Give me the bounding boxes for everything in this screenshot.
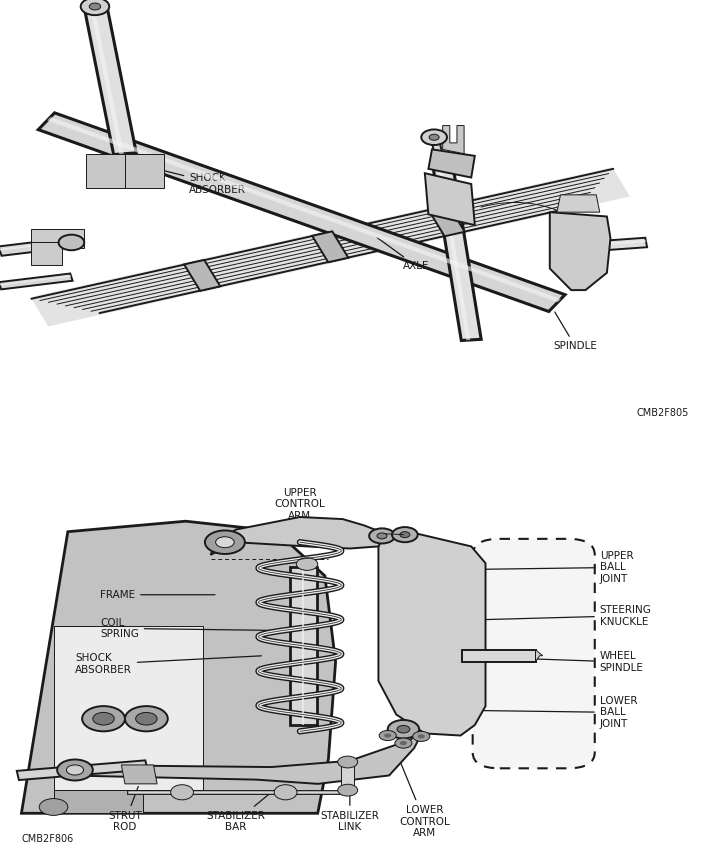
Polygon shape <box>64 723 427 784</box>
Text: CMB2F806: CMB2F806 <box>21 834 74 844</box>
Circle shape <box>57 760 93 780</box>
Text: LOWER
BALL
JOINT: LOWER BALL JOINT <box>466 696 638 729</box>
Polygon shape <box>16 761 148 780</box>
Polygon shape <box>86 1 101 12</box>
Text: SHOCK
ABSORBER: SHOCK ABSORBER <box>142 166 246 194</box>
Circle shape <box>392 527 418 543</box>
Polygon shape <box>31 167 630 326</box>
Polygon shape <box>428 205 465 236</box>
Polygon shape <box>443 126 464 154</box>
Polygon shape <box>432 140 444 165</box>
Circle shape <box>400 741 407 745</box>
Text: SPINDLE: SPINDLE <box>553 312 597 351</box>
Circle shape <box>93 712 114 725</box>
Circle shape <box>66 765 84 775</box>
Circle shape <box>369 528 395 543</box>
Polygon shape <box>47 117 561 302</box>
Polygon shape <box>91 11 124 155</box>
Circle shape <box>216 537 234 548</box>
Polygon shape <box>0 275 71 285</box>
Polygon shape <box>438 165 471 340</box>
Text: STEERING
KNUCKLE: STEERING KNUCKLE <box>474 605 652 627</box>
Polygon shape <box>378 530 486 735</box>
Polygon shape <box>211 517 386 555</box>
FancyBboxPatch shape <box>31 242 62 265</box>
Circle shape <box>418 734 425 739</box>
Polygon shape <box>462 649 536 661</box>
Circle shape <box>338 784 358 796</box>
Polygon shape <box>536 649 543 661</box>
Circle shape <box>413 731 430 741</box>
Polygon shape <box>121 765 157 784</box>
Text: STABILIZER
BAR: STABILIZER BAR <box>206 794 269 833</box>
Polygon shape <box>0 273 73 290</box>
Polygon shape <box>86 154 125 188</box>
Polygon shape <box>184 260 221 291</box>
Polygon shape <box>39 113 565 312</box>
Text: COIL
SPRING: COIL SPRING <box>100 617 276 639</box>
Circle shape <box>397 725 410 733</box>
Polygon shape <box>341 761 354 788</box>
Text: AXLE: AXLE <box>377 238 430 272</box>
FancyBboxPatch shape <box>31 228 84 248</box>
Circle shape <box>125 706 168 731</box>
Polygon shape <box>585 240 646 246</box>
Polygon shape <box>125 154 164 188</box>
Polygon shape <box>425 173 475 225</box>
Polygon shape <box>428 149 475 177</box>
Circle shape <box>136 712 157 725</box>
Polygon shape <box>21 790 143 813</box>
Text: LOWER
CONTROL
ARM: LOWER CONTROL ARM <box>399 763 451 838</box>
Polygon shape <box>585 238 647 251</box>
Polygon shape <box>0 240 71 250</box>
Polygon shape <box>550 212 610 290</box>
Text: STRUT
ROD: STRUT ROD <box>108 786 142 833</box>
Circle shape <box>384 734 391 738</box>
Circle shape <box>421 129 447 145</box>
Circle shape <box>89 3 101 10</box>
Polygon shape <box>21 521 336 813</box>
FancyBboxPatch shape <box>473 539 595 768</box>
Circle shape <box>377 533 387 539</box>
Polygon shape <box>89 3 96 11</box>
Polygon shape <box>54 627 203 790</box>
Polygon shape <box>312 232 348 262</box>
Polygon shape <box>290 567 317 725</box>
Circle shape <box>395 738 412 748</box>
Polygon shape <box>85 10 136 155</box>
Text: FRAME: FRAME <box>100 590 215 599</box>
Circle shape <box>388 720 419 739</box>
Circle shape <box>429 134 439 140</box>
Text: CMB2F805: CMB2F805 <box>637 408 689 418</box>
Circle shape <box>39 799 68 815</box>
Text: STABILIZER
LINK: STABILIZER LINK <box>321 790 379 833</box>
Circle shape <box>82 706 125 731</box>
Circle shape <box>296 558 318 571</box>
Text: UPPER
BALL
JOINT: UPPER BALL JOINT <box>467 551 633 584</box>
Circle shape <box>400 531 410 537</box>
Text: UPPER
CONTROL
ARM: UPPER CONTROL ARM <box>274 488 326 544</box>
Text: WHEEL
SPINDLE: WHEEL SPINDLE <box>503 651 643 672</box>
Polygon shape <box>433 141 440 165</box>
Circle shape <box>205 531 245 554</box>
Polygon shape <box>557 195 600 212</box>
Circle shape <box>338 756 358 767</box>
Polygon shape <box>433 164 481 340</box>
Ellipse shape <box>171 784 193 800</box>
Ellipse shape <box>274 784 297 800</box>
Polygon shape <box>0 238 73 256</box>
Circle shape <box>379 730 396 740</box>
Circle shape <box>59 234 84 250</box>
Circle shape <box>81 0 109 15</box>
Text: SHOCK
ABSORBER: SHOCK ABSORBER <box>75 653 261 675</box>
